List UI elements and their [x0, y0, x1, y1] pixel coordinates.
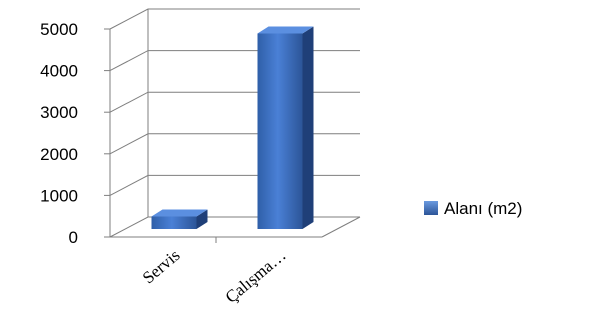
legend-label: Alanı (m2) — [444, 199, 522, 218]
gridline — [109, 216, 360, 238]
y-tick-label: 1000 — [40, 186, 78, 205]
y-tick-label: 4000 — [40, 62, 78, 81]
bar-0 — [151, 209, 208, 229]
bar-top — [257, 26, 314, 34]
bar-front — [257, 33, 303, 230]
category-label: Çalışma… — [222, 246, 290, 307]
category-labels: Servis Çalışma… — [139, 246, 290, 307]
legend: Alanı (m2) — [424, 199, 522, 218]
bar-1 — [257, 26, 314, 230]
bar-front — [151, 216, 197, 229]
floor-right-edge — [321, 216, 361, 238]
y-tick-label: 5000 — [40, 20, 78, 39]
axes — [104, 9, 361, 243]
bar-side — [302, 26, 314, 230]
y-tick-labels: 0 1000 2000 3000 4000 5000 — [40, 20, 78, 247]
bars — [151, 26, 314, 230]
bar-side — [196, 209, 208, 229]
y-tick-label: 3000 — [40, 103, 78, 122]
bar-top — [151, 209, 208, 217]
y-tick-label: 0 — [69, 228, 78, 247]
y-tick-label: 2000 — [40, 145, 78, 164]
legend-swatch — [424, 201, 438, 215]
category-label: Servis — [139, 246, 184, 288]
